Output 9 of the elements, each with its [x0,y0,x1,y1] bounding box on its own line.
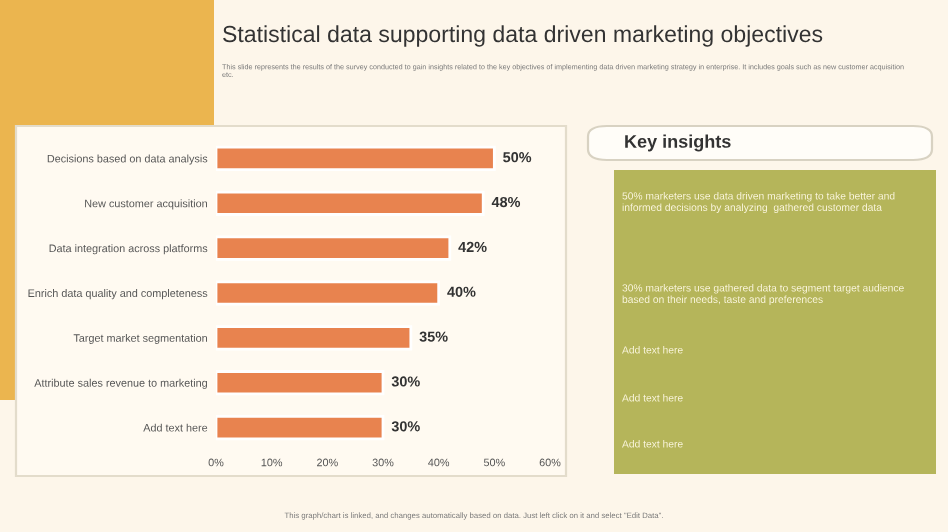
bar [216,190,485,216]
chart-title: Statistical data supporting data driven marketing objectives [223,25,823,47]
bar [216,370,385,396]
bar [216,280,441,306]
bar [216,145,496,172]
bar [216,325,413,351]
bar [216,235,452,261]
text: Key insights [625,134,731,152]
bar [216,414,385,441]
